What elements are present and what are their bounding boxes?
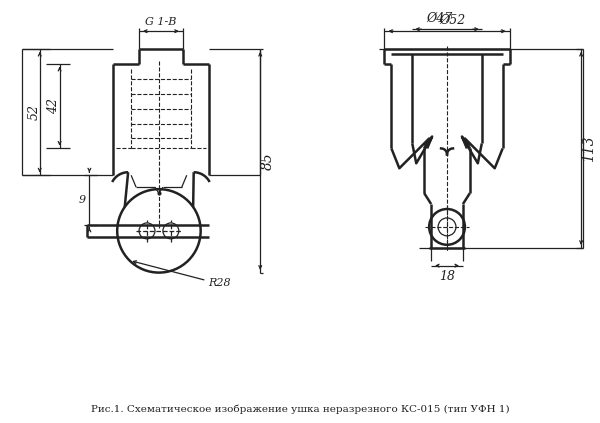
Text: Ø52: Ø52 [439, 14, 465, 27]
Text: 9: 9 [79, 195, 86, 205]
Text: R28: R28 [209, 277, 231, 288]
Text: Ø47: Ø47 [426, 12, 452, 25]
Text: 42: 42 [47, 98, 60, 114]
Text: Рис.1. Схематическое изображение ушка неразрезного КС-015 (тип УФН 1): Рис.1. Схематическое изображение ушка не… [91, 404, 509, 414]
Text: 52: 52 [27, 104, 40, 120]
Text: G 1-B: G 1-B [145, 17, 176, 27]
Text: 18: 18 [439, 269, 455, 283]
Text: 85: 85 [261, 152, 275, 170]
Text: 113: 113 [582, 135, 596, 162]
